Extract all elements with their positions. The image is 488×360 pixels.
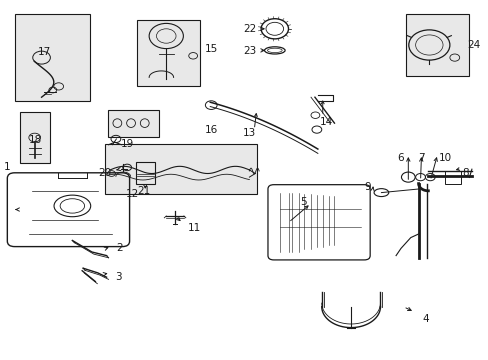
Text: 5: 5 [299,197,306,207]
Bar [107,110,159,137]
Text: 18: 18 [28,135,42,145]
Text: 4: 4 [421,314,428,324]
Text: 7: 7 [417,153,424,163]
Text: 19: 19 [120,139,134,149]
Text: 17: 17 [37,47,51,57]
Text: 3: 3 [115,272,122,282]
Bar [105,144,256,194]
Text: 14: 14 [319,117,333,127]
Text: 12: 12 [125,189,139,199]
Bar [20,112,50,163]
Bar [136,162,154,184]
Text: 2: 2 [116,243,122,253]
Text: 8: 8 [461,168,468,178]
Bar [137,20,200,86]
Bar [15,14,90,101]
Text: 11: 11 [187,222,201,233]
Text: 1: 1 [4,162,11,172]
Bar [444,171,460,184]
Text: 6: 6 [397,153,404,163]
Bar [405,14,468,76]
Text: 22: 22 [243,24,257,34]
Text: 16: 16 [204,125,218,135]
Text: 10: 10 [438,153,450,163]
Text: 13: 13 [242,128,256,138]
Text: 21: 21 [137,186,151,196]
Text: 15: 15 [204,44,218,54]
Text: 9: 9 [364,182,370,192]
Text: 24: 24 [467,40,480,50]
Text: 20: 20 [99,168,111,178]
Text: 23: 23 [243,46,257,56]
